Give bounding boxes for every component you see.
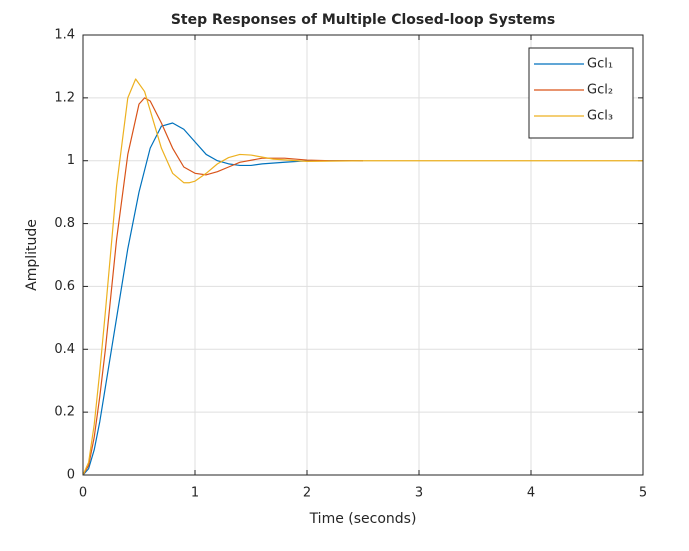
y-tick-label: 1 bbox=[67, 153, 75, 168]
axes-box bbox=[82, 34, 644, 476]
y-tick-label: 0.8 bbox=[54, 216, 75, 231]
x-tick-label: 3 bbox=[415, 486, 423, 501]
y-tick-label: 0.6 bbox=[54, 279, 75, 294]
y-tick-label: 1.2 bbox=[54, 90, 75, 105]
legend-label: Gcl₃ bbox=[587, 109, 613, 124]
x-axis-label: Time (seconds) bbox=[309, 511, 417, 527]
x-tick-label: 0 bbox=[79, 486, 87, 501]
y-tick-label: 1.4 bbox=[54, 28, 75, 43]
x-tick-label: 5 bbox=[639, 486, 647, 501]
chart-title: Step Responses of Multiple Closed-loop S… bbox=[171, 12, 555, 28]
y-tick-label: 0.2 bbox=[54, 405, 75, 420]
series-line bbox=[82, 122, 363, 476]
legend-label: Gcl₁ bbox=[587, 57, 613, 72]
legend-label: Gcl₂ bbox=[587, 83, 613, 98]
series-line bbox=[82, 78, 643, 476]
legend-box bbox=[528, 47, 634, 139]
x-tick-label: 2 bbox=[303, 486, 311, 501]
y-tick-label: 0 bbox=[67, 468, 75, 483]
y-axis-label: Amplitude bbox=[24, 219, 40, 291]
x-tick-label: 4 bbox=[527, 486, 535, 501]
y-tick-label: 0.4 bbox=[54, 342, 75, 357]
x-tick-label: 1 bbox=[191, 486, 199, 501]
